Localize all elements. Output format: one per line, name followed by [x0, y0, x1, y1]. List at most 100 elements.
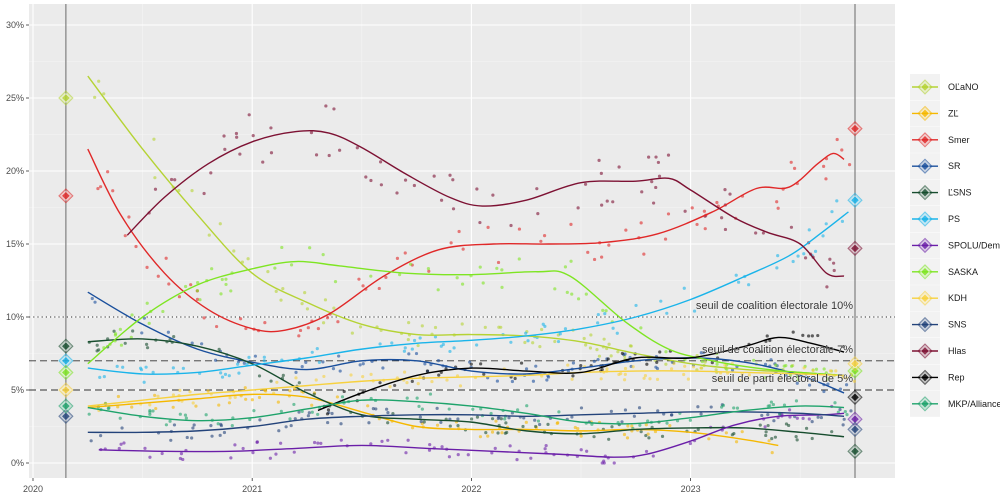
poll-point--sns [660, 434, 665, 438]
poll-point-sr [495, 379, 499, 383]
poll-point-ps [378, 342, 382, 346]
poll-point-mkp-alliance [638, 423, 642, 427]
poll-point-z- [556, 421, 560, 425]
poll-point-kdh [322, 374, 326, 379]
poll-point-ps [736, 280, 741, 284]
poll-point--sns [217, 347, 221, 351]
poll-point-o-ano [93, 95, 97, 99]
poll-point-mkp-alliance [688, 418, 692, 422]
legend-item-sr: SR [910, 153, 961, 180]
poll-point-saska [455, 276, 459, 280]
poll-point-sr [142, 316, 146, 320]
poll-point-hlas [238, 152, 242, 156]
poll-point-ps [824, 222, 828, 226]
poll-point-saska [796, 378, 800, 382]
poll-point-hlas [583, 182, 588, 186]
poll-point-sr [331, 367, 336, 371]
poll-point-ps [596, 321, 600, 325]
poll-point-kdh [402, 370, 407, 374]
poll-point-sns [218, 433, 222, 437]
poll-point-mkp-alliance [148, 412, 152, 416]
poll-point-z- [668, 423, 672, 428]
poll-point-hlas [355, 146, 359, 150]
poll-point-o-ano [274, 289, 278, 293]
poll-point-saska [130, 313, 134, 317]
poll-point-kdh [445, 378, 449, 382]
poll-point-hlas [235, 135, 239, 139]
poll-point-kdh [623, 366, 628, 371]
poll-point-saska [119, 343, 124, 347]
legend-label: SNS [948, 320, 967, 330]
poll-point-ps [151, 370, 155, 374]
poll-point-o-ano [582, 336, 586, 341]
poll-point-z- [622, 432, 627, 437]
poll-point-ps [796, 254, 800, 258]
poll-point--sns [764, 430, 768, 434]
poll-point-ps [317, 360, 322, 364]
poll-point-kdh [191, 401, 195, 405]
poll-point-spolu-dem [178, 456, 183, 461]
poll-point-rep [393, 383, 397, 388]
poll-point-hlas [666, 153, 671, 157]
poll-point-kdh [740, 372, 744, 376]
threshold-label: seuil de coalition électorale 7% [702, 344, 853, 356]
poll-point-z- [494, 419, 498, 423]
poll-point-kdh [852, 379, 857, 383]
poll-point-hlas [169, 177, 174, 182]
legend-item-spolu-dem: SPOLU/Dem [910, 232, 1000, 259]
poll-point-spolu-dem [319, 441, 323, 445]
poll-point-hlas [803, 256, 808, 260]
poll-point-smer [202, 316, 206, 320]
poll-point-o-ano [703, 360, 707, 364]
poll-point-sr [338, 369, 342, 373]
poll-point-mkp-alliance [417, 404, 421, 408]
poll-point-hlas [395, 191, 399, 195]
poll-point-o-ano [246, 257, 250, 261]
poll-point-kdh [148, 403, 152, 407]
poll-point--sns [647, 436, 651, 440]
poll-point-mkp-alliance [794, 399, 799, 403]
poll-point-hlas [261, 160, 265, 164]
poll-point-sns [620, 420, 624, 424]
trend-line-saska [87, 260, 845, 377]
poll-point-smer [297, 334, 301, 338]
poll-point-z- [250, 398, 254, 402]
poll-point-o-ano [584, 343, 588, 347]
poll-point-saska [398, 273, 402, 277]
poll-point-hlas [832, 261, 836, 265]
poll-point-hlas [650, 180, 654, 184]
poll-point-ps [247, 355, 251, 359]
poll-point-kdh [686, 377, 690, 381]
poll-point-ps [563, 327, 568, 331]
poll-point-sr [655, 366, 660, 371]
poll-point-sr [200, 342, 204, 346]
poll-point-sns [637, 406, 642, 410]
poll-point-hlas [202, 191, 206, 196]
poll-point-sns [419, 420, 423, 424]
poll-point-o-ano [279, 298, 283, 302]
poll-point-z- [486, 434, 490, 438]
poll-point-spolu-dem [380, 439, 384, 443]
poll-point-hlas [600, 203, 604, 207]
poll-point-sr [807, 383, 812, 387]
poll-point-saska [321, 253, 325, 257]
poll-point-mkp-alliance [836, 410, 840, 414]
poll-point-ps [262, 359, 266, 363]
poll-point-ps [776, 253, 780, 258]
poll-point-ps [448, 349, 452, 354]
poll-point--sns [504, 421, 508, 425]
poll-point-smer [517, 227, 522, 231]
poll-point-hlas [247, 113, 251, 117]
poll-point-mkp-alliance [164, 423, 168, 427]
legend: OĽaNO ZĽ Smer SR ĽSNS PS SPOLU/Dem SASKA KDH SNS H… [910, 74, 1000, 427]
poll-point-ps [802, 252, 806, 256]
poll-point-sr [414, 351, 419, 356]
poll-point-kdh [623, 372, 627, 376]
poll-point-ps [556, 339, 561, 344]
poll-point-o-ano [190, 189, 194, 193]
poll-point-sns [99, 434, 103, 438]
trend-line--sns [87, 338, 845, 438]
legend-key-marker-inner [920, 214, 930, 224]
poll-point-mkp-alliance [168, 419, 172, 423]
legend-label: SPOLU/Dem [948, 240, 1000, 250]
